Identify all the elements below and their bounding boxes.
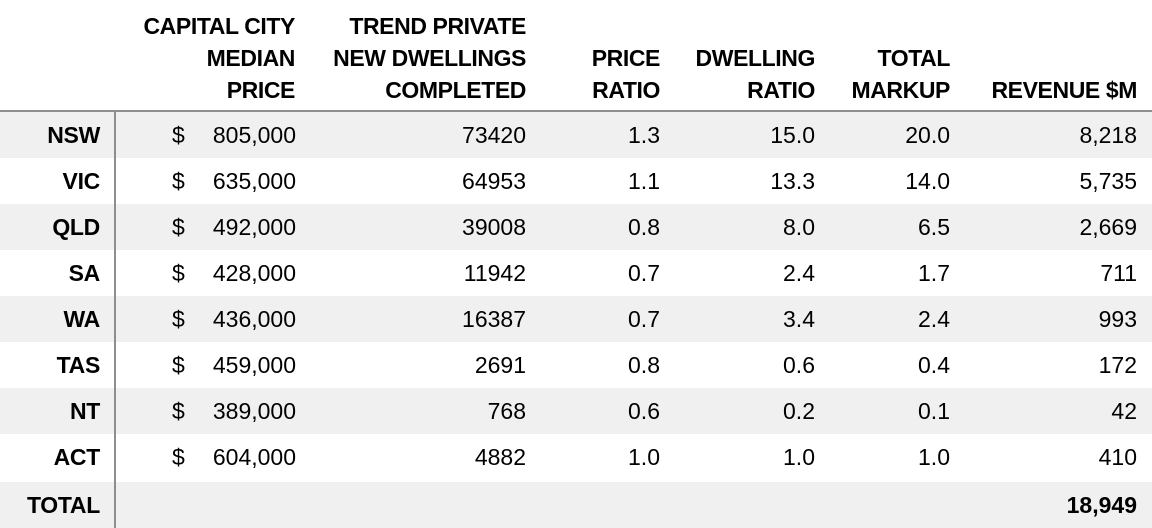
total-label: TOTAL: [26, 492, 100, 518]
row-label: NSW: [47, 122, 100, 148]
revenue-cell: 5,735: [1079, 168, 1137, 194]
dwelling-ratio-cell: 8.0: [783, 214, 815, 240]
currency-symbol: $: [172, 122, 185, 148]
revenue-cell: 172: [1098, 352, 1137, 378]
table-row: VIC $ 635,000 64953 1.1 13.3 14.0 5,735: [0, 158, 1152, 204]
header-median-price: CAPITAL CITY MEDIAN PRICE: [140, 10, 295, 106]
median-price-cell: 635,000: [212, 168, 296, 194]
table-row: WA $ 436,000 16387 0.7 3.4 2.4 993: [0, 296, 1152, 342]
currency-symbol: $: [172, 260, 185, 286]
median-price-cell: 389,000: [212, 398, 296, 424]
header-text: PRICE: [226, 77, 296, 103]
dwelling-ratio-cell: 15.0: [770, 122, 815, 148]
price-ratio-cell: 1.3: [628, 122, 660, 148]
median-price-cell: 805,000: [212, 122, 296, 148]
dwelling-ratio-cell: 3.4: [783, 306, 815, 332]
dwelling-ratio-cell: 2.4: [783, 260, 815, 286]
row-label: NT: [69, 398, 100, 424]
median-price-cell: 492,000: [212, 214, 296, 240]
row-label: ACT: [53, 444, 101, 470]
median-price-cell: 428,000: [212, 260, 296, 286]
markup-cell: 0.4: [918, 352, 950, 378]
table-header: CAPITAL CITY MEDIAN PRICE TREND PRIVATE …: [0, 0, 1152, 112]
dwellings-cell: 73420: [462, 122, 526, 148]
markup-cell: 2.4: [918, 306, 950, 332]
dwellings-cell: 39008: [462, 214, 526, 240]
header-text: PRICE: [591, 45, 661, 71]
currency-symbol: $: [172, 214, 185, 240]
header-text: REVENUE $M: [991, 77, 1137, 103]
dwelling-ratio-cell: 1.0: [783, 444, 815, 470]
dwelling-ratio-cell: 13.3: [770, 168, 815, 194]
header-dwellings-completed: TREND PRIVATE NEW DWELLINGS COMPLETED: [320, 10, 526, 106]
price-ratio-cell: 0.7: [628, 260, 660, 286]
revenue-cell: 410: [1098, 444, 1137, 470]
revenue-cell: 993: [1098, 306, 1137, 332]
table-row: NSW $ 805,000 73420 1.3 15.0 20.0 8,218: [0, 112, 1152, 158]
total-row: TOTAL 18,949: [0, 482, 1152, 528]
header-text: CAPITAL CITY: [143, 13, 295, 39]
price-ratio-cell: 0.7: [628, 306, 660, 332]
header-dwelling-ratio: DWELLING RATIO: [680, 42, 816, 106]
table-row: NT $ 389,000 768 0.6 0.2 0.1 42: [0, 388, 1152, 434]
dwellings-cell: 2691: [474, 352, 526, 378]
header-text: MARKUP: [851, 77, 950, 103]
markup-cell: 14.0: [905, 168, 950, 194]
median-price-cell: 604,000: [212, 444, 296, 470]
currency-symbol: $: [172, 168, 185, 194]
currency-symbol: $: [172, 352, 185, 378]
row-label: WA: [63, 306, 101, 332]
row-label: SA: [68, 260, 101, 286]
markup-cell: 6.5: [918, 214, 950, 240]
header-total-markup: TOTAL MARKUP: [830, 42, 950, 106]
markup-cell: 20.0: [905, 122, 950, 148]
price-ratio-cell: 0.6: [628, 398, 660, 424]
header-text: RATIO: [747, 77, 815, 103]
header-text: TOTAL: [877, 45, 950, 71]
currency-symbol: $: [172, 444, 185, 470]
header-text: NEW DWELLINGS: [333, 45, 526, 71]
price-ratio-cell: 1.0: [628, 444, 660, 470]
price-ratio-cell: 0.8: [628, 214, 660, 240]
table-row: SA $ 428,000 11942 0.7 2.4 1.7 711: [0, 250, 1152, 296]
dwellings-cell: 64953: [462, 168, 526, 194]
header-text: COMPLETED: [385, 77, 526, 103]
markup-cell: 0.1: [918, 398, 950, 424]
row-label: TAS: [56, 352, 101, 378]
table-row: QLD $ 492,000 39008 0.8 8.0 6.5 2,669: [0, 204, 1152, 250]
revenue-cell: 8,218: [1079, 122, 1137, 148]
currency-symbol: $: [172, 398, 185, 424]
price-ratio-cell: 1.1: [628, 168, 660, 194]
header-text: TREND PRIVATE: [349, 13, 526, 39]
median-price-cell: 436,000: [212, 306, 296, 332]
header-text: MEDIAN: [206, 45, 296, 71]
header-text: RATIO: [592, 77, 660, 103]
header-price-ratio: PRICE RATIO: [560, 42, 661, 106]
currency-symbol: $: [172, 306, 185, 332]
header-revenue: REVENUE $M: [960, 74, 1137, 106]
table-row: ACT $ 604,000 4882 1.0 1.0 1.0 410: [0, 434, 1152, 480]
column-divider: [114, 112, 116, 528]
dwellings-cell: 768: [487, 398, 526, 424]
dwellings-cell: 4882: [474, 444, 526, 470]
total-revenue-cell: 18,949: [1066, 492, 1137, 518]
markup-cell: 1.7: [918, 260, 950, 286]
revenue-cell: 2,669: [1079, 214, 1137, 240]
dwelling-ratio-cell: 0.2: [783, 398, 815, 424]
row-label: QLD: [52, 214, 100, 240]
dwellings-cell: 11942: [463, 260, 526, 286]
revenue-cell: 42: [1111, 398, 1137, 424]
row-label: VIC: [62, 168, 101, 194]
markup-cell: 1.0: [918, 444, 950, 470]
table-row: TAS $ 459,000 2691 0.8 0.6 0.4 172: [0, 342, 1152, 388]
dwelling-ratio-cell: 0.6: [783, 352, 815, 378]
price-ratio-cell: 0.8: [628, 352, 660, 378]
revenue-cell: 711: [1100, 260, 1137, 286]
median-price-cell: 459,000: [212, 352, 296, 378]
header-text: DWELLING: [695, 45, 816, 71]
dwellings-cell: 16387: [462, 306, 526, 332]
